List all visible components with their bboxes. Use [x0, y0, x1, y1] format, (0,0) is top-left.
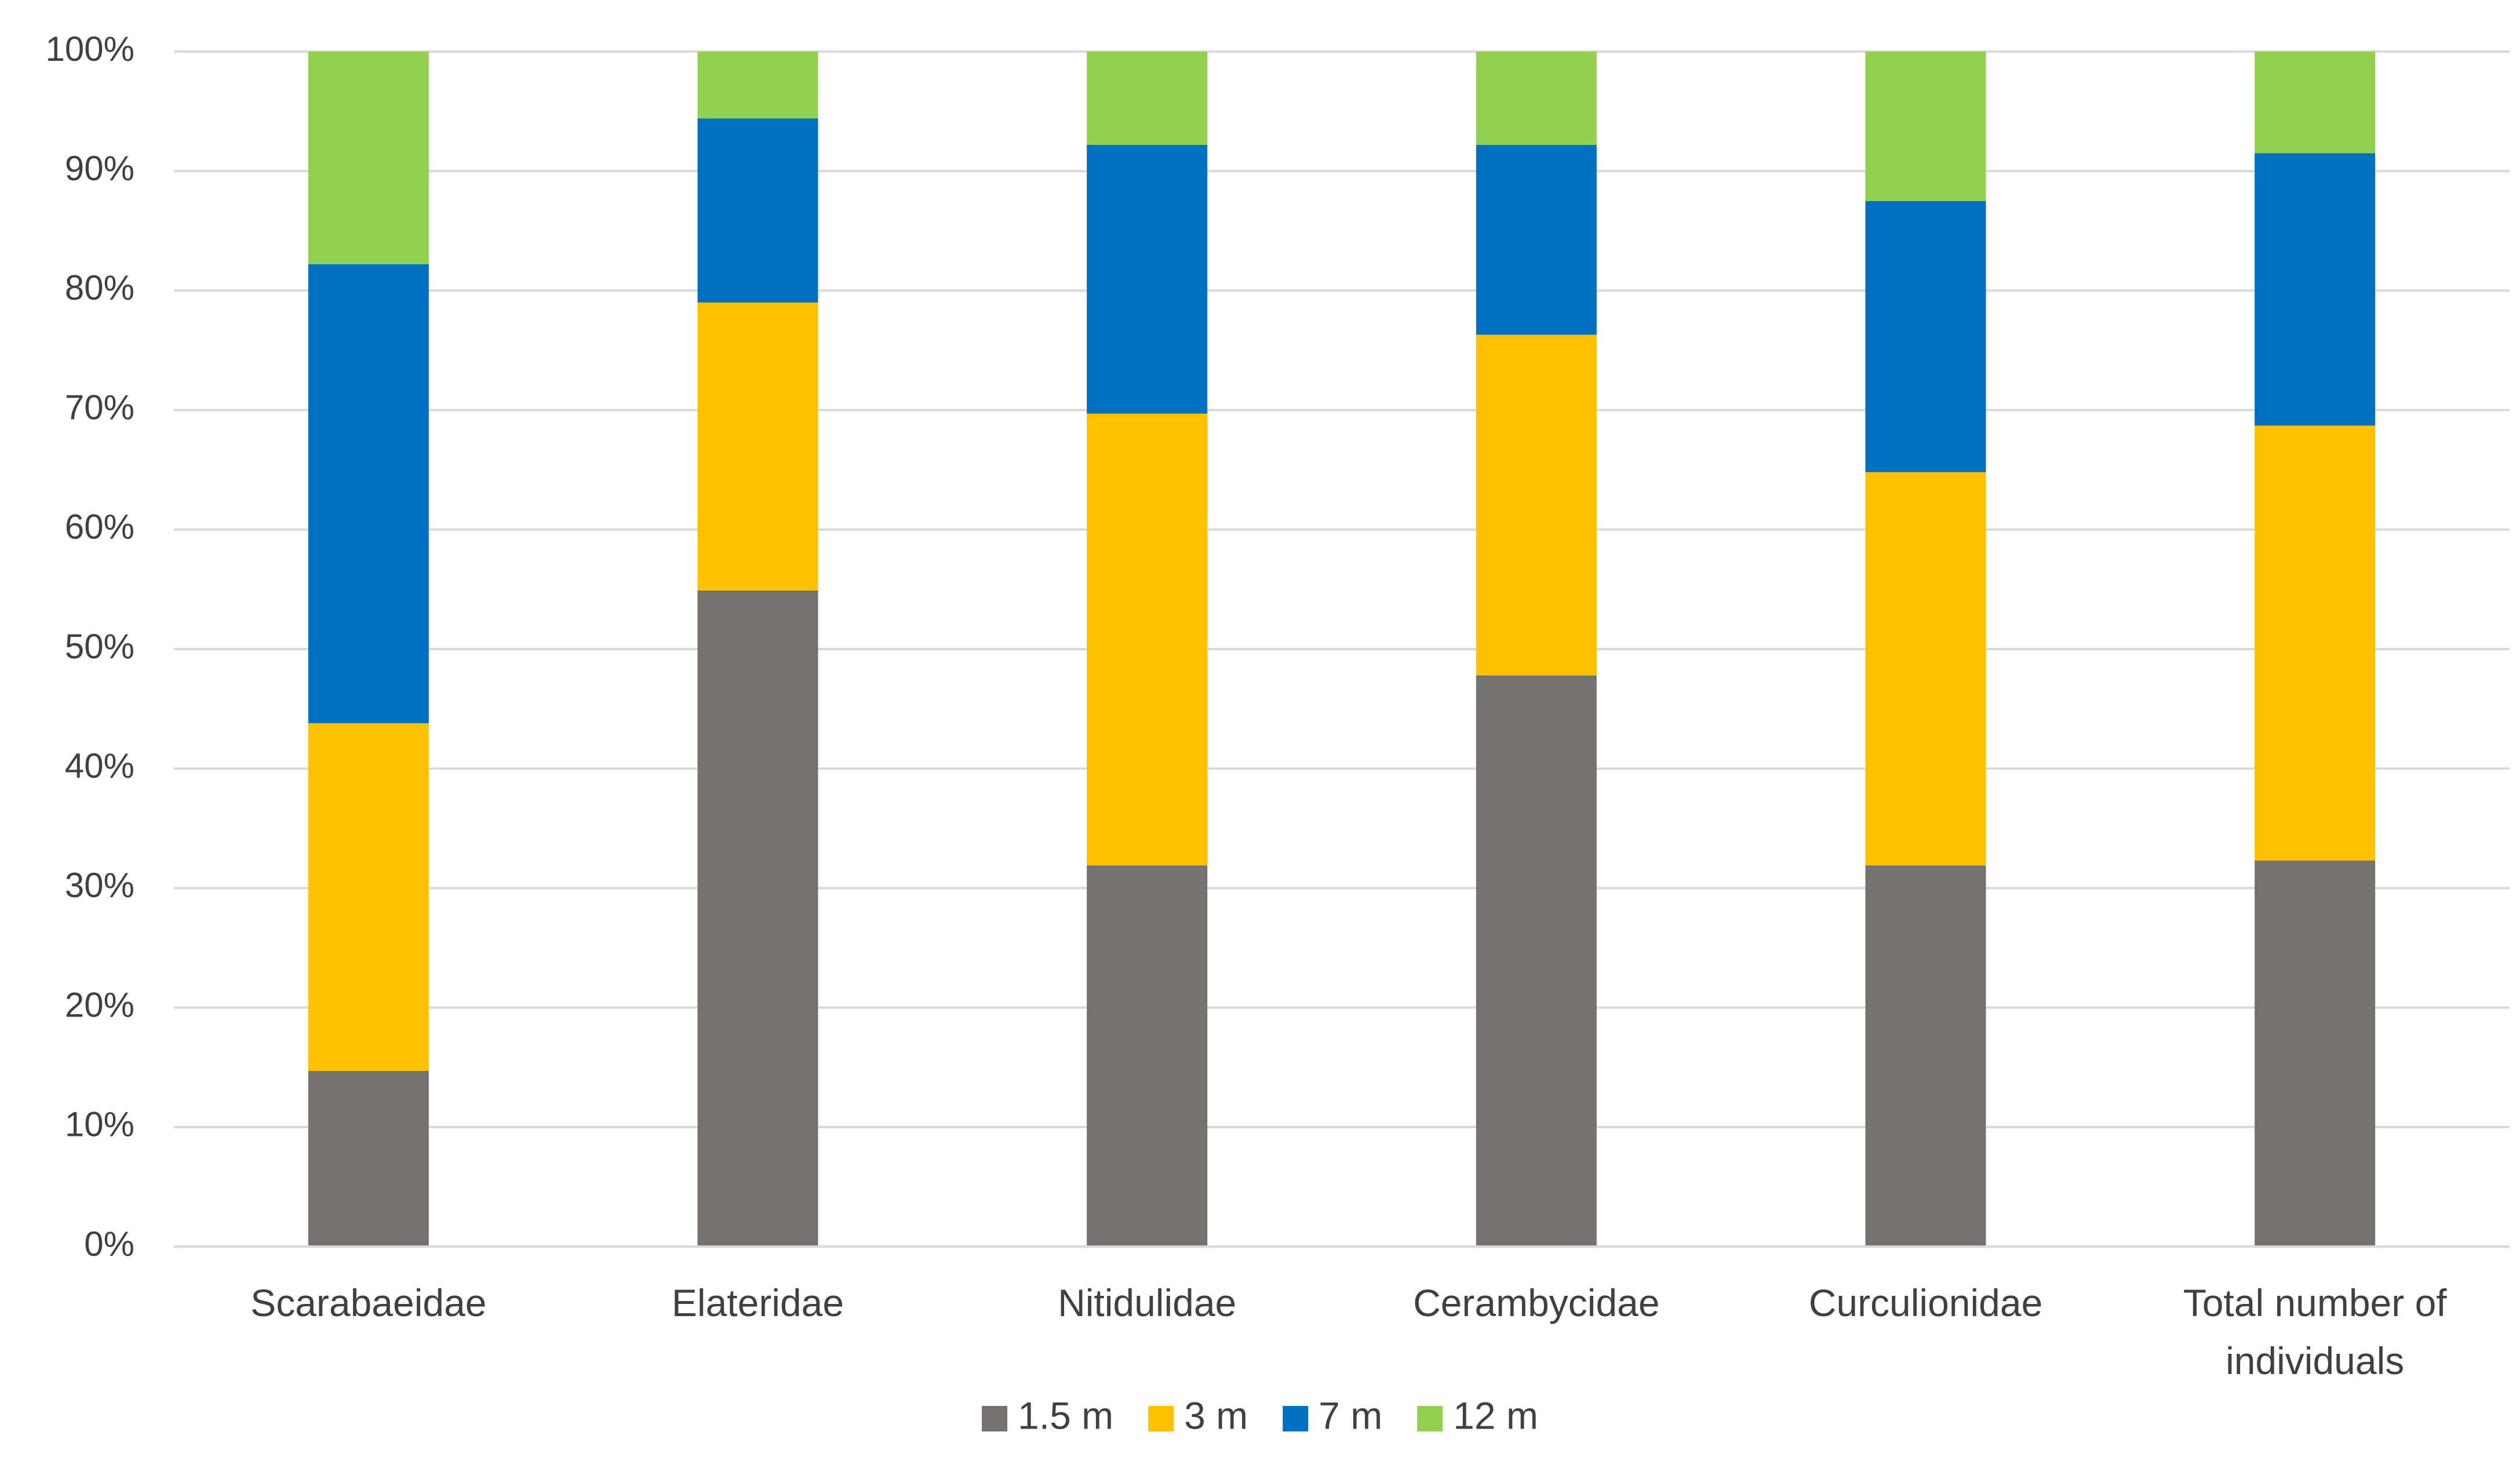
- y-tick-label: 20%: [65, 985, 134, 1024]
- bars: [308, 52, 2376, 1247]
- bar-segment: [1865, 472, 1986, 866]
- legend-item: 3 m: [1148, 1394, 1248, 1437]
- y-tick-label: 0%: [84, 1225, 134, 1263]
- y-tick-label: 30%: [65, 866, 134, 905]
- bar-segment: [697, 590, 818, 1247]
- bar-segment: [1476, 52, 1597, 145]
- y-tick-label: 50%: [65, 627, 134, 666]
- gridlines: [174, 50, 2510, 1128]
- y-tick-label: 90%: [65, 149, 134, 188]
- bar-segment: [1476, 675, 1597, 1247]
- bar-segment: [308, 1070, 429, 1247]
- x-axis-category-labels: Scarabaeidae Elateridae Nitidulidae Ceramby…: [250, 1281, 2447, 1382]
- bar-segment: [308, 723, 429, 1071]
- bar-segment: [1087, 52, 1208, 145]
- bar-segment: [1087, 865, 1208, 1247]
- x-category-label: Total number of individuals: [2183, 1281, 2448, 1382]
- x-category-label: Curculionidae: [1809, 1281, 2043, 1324]
- y-tick-label: 10%: [65, 1105, 134, 1144]
- y-tick-label: 80%: [65, 268, 134, 307]
- bar-segment: [2255, 153, 2376, 426]
- bar-segment: [2255, 52, 2376, 154]
- y-tick-label: 40%: [65, 746, 134, 785]
- bar-segment: [1087, 413, 1208, 866]
- legend-label: 1.5 m: [1018, 1394, 1113, 1437]
- bar-segment: [308, 264, 429, 723]
- bar-segment: [1087, 144, 1208, 414]
- bar-segment: [2255, 425, 2376, 861]
- bar-segment: [2255, 860, 2376, 1247]
- bar-segment: [697, 303, 818, 591]
- y-axis-tick-labels: 0% 10% 20% 30% 40% 50% 60% 70% 80% 90% 100%: [46, 30, 134, 1263]
- x-category-label: Scarabaeidae: [250, 1281, 486, 1324]
- legend-swatch: [1148, 1406, 1174, 1431]
- legend-label: 3 m: [1184, 1394, 1248, 1437]
- x-category-label: Elateridae: [672, 1281, 844, 1324]
- y-tick-label: 70%: [65, 388, 134, 427]
- legend-swatch: [982, 1406, 1008, 1431]
- legend-item: 7 m: [1283, 1394, 1382, 1437]
- bar-segment: [1865, 52, 1986, 201]
- legend-item: 12 m: [1417, 1394, 1538, 1437]
- bar-segment: [1865, 865, 1986, 1247]
- legend-swatch: [1417, 1406, 1443, 1431]
- legend-label: 12 m: [1453, 1394, 1538, 1437]
- y-tick-label: 100%: [46, 30, 134, 68]
- bar-segment: [308, 52, 429, 265]
- bar-segment: [697, 52, 818, 119]
- x-category-label: Cerambycidae: [1413, 1281, 1660, 1324]
- bar-segment: [1476, 144, 1597, 335]
- bar-segment: [697, 118, 818, 303]
- x-category-label: Nitidulidae: [1058, 1281, 1236, 1324]
- bar-segment: [1476, 334, 1597, 676]
- legend: 1.5 m 3 m 7 m 12 m: [982, 1394, 1538, 1437]
- legend-item: 1.5 m: [982, 1394, 1113, 1437]
- bar-segment: [1865, 201, 1986, 472]
- y-tick-label: 60%: [65, 508, 134, 546]
- legend-label: 7 m: [1319, 1394, 1382, 1437]
- legend-swatch: [1283, 1406, 1309, 1431]
